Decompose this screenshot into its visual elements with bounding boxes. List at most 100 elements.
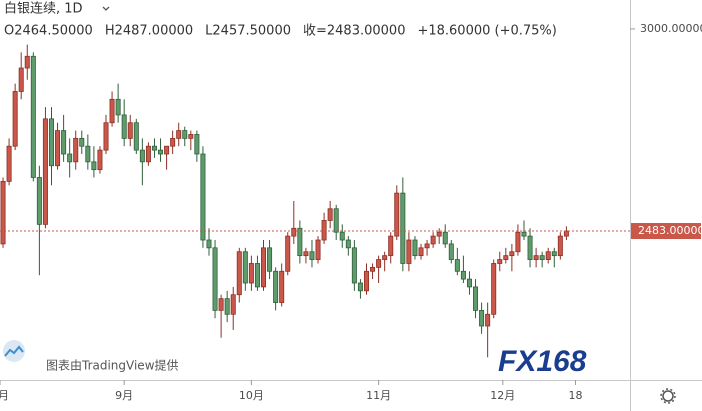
candle-body xyxy=(327,208,333,221)
candle-body xyxy=(55,130,61,167)
candle-body xyxy=(158,149,164,155)
candle-body xyxy=(0,180,6,245)
candle-body xyxy=(394,192,400,237)
watermark-text: 图表由TradingView提供 xyxy=(46,358,179,373)
candle-body xyxy=(164,145,170,155)
ohlc-value: 收=2483.00000 xyxy=(303,24,405,39)
candle-body xyxy=(491,263,497,315)
candle-body xyxy=(515,231,521,253)
candle-body xyxy=(363,270,369,292)
candle-body xyxy=(370,266,376,272)
ohlc-value: +18.60000 (+0.75%) xyxy=(417,24,556,39)
candle-body xyxy=(115,98,121,116)
candle-body xyxy=(303,251,309,257)
candle-body xyxy=(127,122,133,139)
x-tick-label: 8月 xyxy=(0,389,9,402)
candle-body xyxy=(436,231,442,237)
gear-teeth[interactable] xyxy=(660,388,676,404)
logo: FX168 xyxy=(498,345,587,378)
x-tick-label: 12月 xyxy=(490,389,515,402)
watermark: 图表由TradingView提供 FX168 xyxy=(3,340,587,378)
candle-body xyxy=(400,192,406,264)
candle-body xyxy=(61,130,67,155)
candle-body xyxy=(357,282,363,292)
candle-body xyxy=(218,298,224,311)
candle-body xyxy=(345,239,351,249)
tv-icon xyxy=(3,340,25,362)
candle-body xyxy=(254,263,260,288)
candle-body xyxy=(539,255,545,260)
plot-area xyxy=(0,44,630,358)
candle-body xyxy=(18,67,24,92)
candle-body xyxy=(333,208,339,233)
candle-body xyxy=(182,130,188,139)
candle-body xyxy=(557,235,563,257)
candle-body xyxy=(267,247,273,272)
candle-body xyxy=(430,235,436,245)
candle-body xyxy=(285,235,291,272)
candle-body xyxy=(194,134,200,155)
last-price-box xyxy=(631,223,701,240)
candle-body xyxy=(315,239,321,260)
candle-body xyxy=(206,239,212,249)
candle-body xyxy=(36,177,42,225)
candle-body xyxy=(460,270,466,280)
x-tick-label: 9月 xyxy=(115,389,133,402)
candle-body xyxy=(551,251,557,257)
chart-title: 白银连续, 1D xyxy=(4,1,83,17)
candle-body xyxy=(48,118,54,167)
gear[interactable] xyxy=(662,390,674,402)
settings-icon[interactable] xyxy=(660,388,676,404)
candle-body xyxy=(503,255,509,260)
candle-body xyxy=(236,251,242,296)
candle-body xyxy=(42,118,48,225)
candle-body xyxy=(418,247,424,257)
candle-body xyxy=(67,153,73,163)
candle-body xyxy=(12,91,18,147)
candle-body xyxy=(309,251,315,260)
candle-body xyxy=(533,255,539,260)
candle-body xyxy=(279,270,285,303)
candle-body xyxy=(321,220,327,241)
candle-body xyxy=(527,235,533,260)
candle-body xyxy=(382,255,388,260)
candle-body xyxy=(91,161,97,171)
candle-body xyxy=(85,145,91,163)
candle-body xyxy=(97,149,103,171)
candle-body xyxy=(176,130,182,139)
candle-body xyxy=(563,230,569,237)
candle-body xyxy=(73,137,79,163)
dropdown-icon[interactable] xyxy=(102,6,110,11)
candle-body xyxy=(273,270,279,303)
candle-body xyxy=(248,263,254,284)
candle-body xyxy=(103,122,109,151)
candle-body xyxy=(139,149,145,163)
candle-body xyxy=(30,55,36,178)
candle-body xyxy=(448,243,454,260)
candle-body xyxy=(79,137,85,147)
candle-body xyxy=(466,278,472,288)
last-price-label: 2483.00000 xyxy=(638,224,702,237)
candle-body xyxy=(170,137,176,147)
candle-body xyxy=(224,298,230,315)
candle-body xyxy=(521,231,527,237)
candle-body xyxy=(261,247,267,288)
candle-body xyxy=(351,247,357,284)
candle-body xyxy=(200,153,206,241)
candle-body xyxy=(121,114,127,139)
candle-body xyxy=(339,231,345,241)
candle-body xyxy=(485,313,491,327)
x-tick-label: 11月 xyxy=(366,389,391,402)
x-tick-label: 18 xyxy=(568,389,582,402)
candle-body xyxy=(297,227,303,257)
candle-body xyxy=(412,239,418,257)
candle-body xyxy=(454,259,460,272)
candle-body xyxy=(242,251,248,284)
candle-body xyxy=(473,286,479,311)
candle-body xyxy=(230,294,236,315)
candle-body xyxy=(376,259,382,268)
ohlc-value: H2487.00000 xyxy=(105,24,193,39)
candle-body xyxy=(545,251,551,260)
candle-body xyxy=(442,231,448,245)
